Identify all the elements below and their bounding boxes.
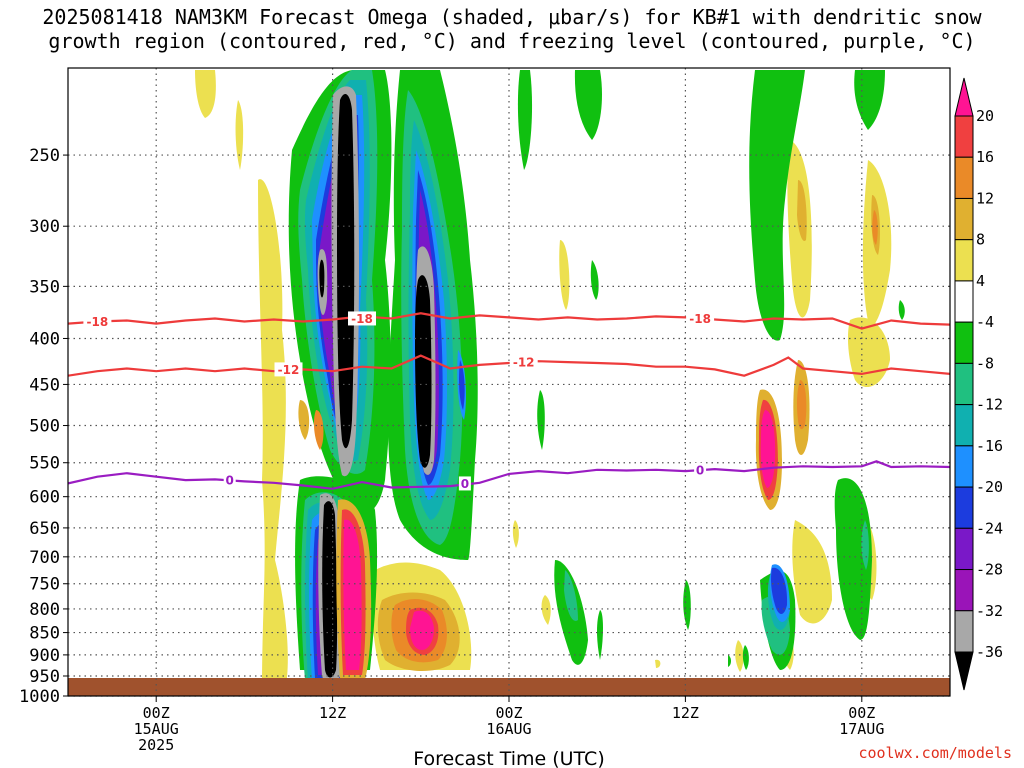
colorbar-top-arrow (954, 77, 974, 117)
x-tick-date: 16AUG (486, 720, 531, 738)
x-tick-year: 2025 (138, 736, 174, 754)
colorbar-label: -24 (976, 519, 1003, 537)
x-tick-label: 00Z (495, 704, 522, 722)
y-tick-label: 450 (29, 375, 60, 395)
freezing-contour-label: 0 (461, 477, 469, 491)
freezing-contour-label-bg (223, 473, 236, 488)
colorbar-box (954, 610, 974, 653)
dgz-contour-label: -12 (278, 363, 300, 377)
colorbar-box (954, 527, 974, 571)
dgz-contour-label-bg (686, 311, 715, 326)
colorbar-label: 20 (976, 107, 994, 125)
colorbar-label: -4 (976, 313, 994, 331)
black-core-shading (319, 94, 432, 678)
colorbar-label: 4 (976, 272, 985, 290)
y-tick-label: 250 (29, 146, 60, 166)
colorbar-box (954, 280, 974, 323)
y-tick-label: 700 (29, 548, 60, 568)
colorbar-box (954, 197, 974, 241)
chart-title-line1: 2025081418 NAM3KM Forecast Omega (shaded… (42, 5, 982, 29)
colorbar-label: -12 (976, 396, 1003, 414)
colorbar-box (954, 486, 974, 529)
colorbar-box (954, 156, 974, 199)
dgz-contour-label: -18 (689, 312, 711, 326)
x-tick-label: 12Z (672, 704, 699, 722)
colorbar: 20 16 12 8 4 -4 -8 -12 -16 -20 -24 -28 -32 -36 (954, 77, 1003, 691)
y-tick-label: 1000 (19, 687, 60, 707)
credit-text: coolwx.com/models (858, 744, 1012, 762)
y-tick-label: 500 (29, 417, 60, 437)
y-tick-label: 600 (29, 488, 60, 508)
y-tick-label: 300 (29, 217, 60, 237)
colorbar-label: 8 (976, 231, 985, 249)
freezing-contour-label-bg (694, 462, 707, 477)
x-tick-label: 12Z (319, 704, 346, 722)
freezing-contour-line (68, 460, 950, 490)
positive-strong-shading (298, 180, 880, 680)
freezing-contour-label: 0 (696, 463, 704, 477)
y-tick-label: 750 (29, 575, 60, 595)
x-tick-label: 00Z (143, 704, 170, 722)
dgz-contour-line (68, 312, 950, 330)
freezing-contour-label: 0 (226, 474, 234, 488)
y-tick-label: 400 (29, 329, 60, 349)
omega-shading (195, 70, 905, 690)
dgz-contour-label-bg (274, 362, 303, 377)
y-tick-label: 900 (29, 646, 60, 666)
colorbar-label: 12 (976, 189, 994, 207)
ground-surface (68, 678, 950, 696)
dgz-contour-label: -18 (351, 312, 373, 326)
colorbar-label: 16 (976, 148, 994, 166)
colorbar-box (954, 445, 974, 488)
colorbar-box (954, 115, 974, 158)
colorbar-box (954, 569, 974, 612)
chart-title-line2: growth region (contoured, red, °C) and f… (48, 29, 976, 53)
x-tick-date: 15AUG (134, 720, 179, 738)
dgz-contour-label-bg (83, 314, 112, 329)
colorbar-label: -36 (976, 643, 1003, 661)
y-tick-label: 950 (29, 667, 60, 687)
colorbar-label: -16 (976, 437, 1003, 455)
x-axis-title: Forecast Time (UTC) (413, 748, 604, 768)
colorbar-box (954, 404, 974, 447)
colorbar-label: -8 (976, 354, 994, 372)
temperature-contours: -18 -18 -18 -12 -12 0 0 0 (68, 311, 950, 491)
colorbar-box (954, 321, 974, 364)
y-tick-label: 800 (29, 600, 60, 620)
colorbar-label: -32 (976, 602, 1003, 620)
y-tick-label: 550 (29, 454, 60, 474)
freezing-contour-label-bg (458, 476, 471, 491)
y-axis: 2503003504004505005506006507007508008509… (19, 146, 68, 707)
y-tick-label: 350 (29, 277, 60, 297)
x-tick-date: 17AUG (839, 720, 884, 738)
dgz-contour-label-bg (509, 355, 538, 370)
x-tick-label: 00Z (848, 704, 875, 722)
dgz-contour-label: -18 (87, 315, 109, 329)
dgz-contour-label: -12 (513, 356, 535, 370)
colorbar-bottom-arrow (954, 651, 974, 691)
colorbar-label: -28 (976, 561, 1003, 579)
y-tick-label: 650 (29, 519, 60, 539)
colorbar-box (954, 362, 974, 406)
y-tick-label: 850 (29, 624, 60, 644)
dgz-contour-label-bg (348, 311, 376, 326)
colorbar-label: -20 (976, 478, 1003, 496)
colorbar-box (954, 239, 974, 282)
